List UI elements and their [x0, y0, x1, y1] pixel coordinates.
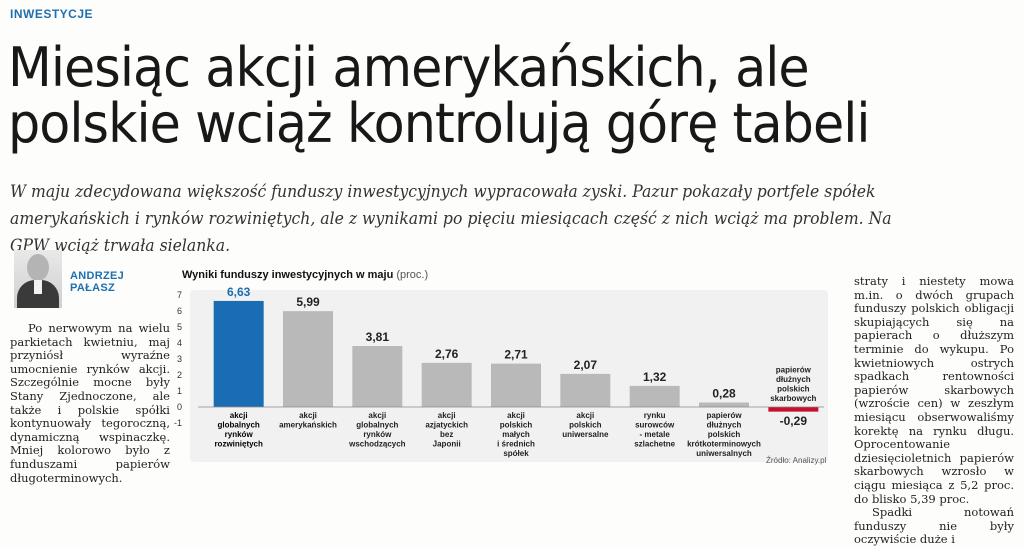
- y-tick-label: 0: [177, 402, 182, 412]
- y-tick-label: -1: [174, 418, 182, 428]
- right-column-paragraph-1: straty i niestety mowa m.in. o dwóch gru…: [854, 274, 1014, 506]
- category-label: papierów dłużnych polskich skarbowych: [770, 366, 816, 404]
- category-label: akcji amerykańskich: [279, 411, 337, 430]
- category-label: akcji azjatyckich bez Japonii: [425, 411, 468, 449]
- chart-unit: (proc.): [396, 269, 429, 281]
- bar: [629, 385, 680, 407]
- bar: [560, 373, 611, 407]
- y-tick-label: 7: [177, 290, 182, 300]
- section-label: INWESTYCJE: [10, 7, 94, 21]
- y-tick-label: 5: [177, 322, 182, 332]
- headline-line-2: polskie wciąż kontrolują górę tabeli: [8, 92, 871, 155]
- headline-line-1: Miesiąc akcji amerykańskich, ale: [8, 36, 810, 99]
- category-label: akcji polskich uniwersalne: [562, 411, 609, 439]
- lead-paragraph: W maju zdecydowana większość funduszy in…: [10, 182, 892, 256]
- bar: [213, 300, 264, 407]
- bar: [699, 402, 749, 407]
- article-column-left: Po nerwowym na wielu parkietach kwietniu…: [10, 321, 170, 485]
- data-label: 2,07: [574, 358, 598, 372]
- bar: [491, 363, 541, 407]
- data-label: 6,63: [227, 285, 251, 299]
- category-label: papierów dłużnych polskich krótkoterminowyc…: [687, 411, 761, 458]
- bar: [421, 362, 472, 407]
- category-label: rynku surowców - metale szlachetne: [634, 411, 675, 449]
- category-label: akcji polskich małych i średnich spółek: [497, 411, 535, 458]
- bar-chart: 0 1 2 3 4 5 6 7 -1 6,63 akcji globalnych rynków rozwi…: [174, 285, 828, 462]
- author-first-name: ANDRZEJ: [70, 270, 125, 282]
- right-column-paragraph-2: Spadki notowań funduszy nie były oczywiś…: [854, 505, 1014, 547]
- y-tick-label: 2: [177, 370, 182, 380]
- headline: Miesiąc akcji amerykańskich, ale polskie…: [8, 40, 957, 152]
- category-label: akcji globalnych rynków rozwiniętych: [214, 411, 263, 449]
- author-photo: [14, 250, 62, 308]
- category-label: akcji globalnych rynków wschodzących: [348, 411, 406, 449]
- bar: [352, 346, 403, 407]
- y-tick-label: 1: [177, 386, 182, 396]
- y-tick-label: 6: [177, 306, 182, 316]
- bar: [283, 311, 333, 407]
- y-tick-label: 3: [177, 354, 182, 364]
- chart-source: Źródło: Analizy.pl: [766, 456, 827, 465]
- data-label: 1,32: [643, 370, 667, 384]
- data-label: 5,99: [296, 295, 320, 309]
- author-byline: ANDRZEJ PAŁASZ: [70, 270, 160, 294]
- data-label: -0,29: [780, 414, 808, 428]
- article-column-right: straty i niestety mowa m.in. o dwóch gru…: [854, 274, 1014, 547]
- author-last-name: PAŁASZ: [70, 282, 115, 294]
- data-label: 0,28: [712, 387, 736, 401]
- chart-title: Wyniki funduszy inwestycyjnych w maju (p…: [182, 269, 428, 281]
- y-tick-label: 4: [177, 338, 182, 348]
- data-label: 3,81: [366, 330, 390, 344]
- chart-title-text: Wyniki funduszy inwestycyjnych w maju: [182, 269, 394, 281]
- data-label: 2,76: [435, 347, 459, 361]
- bar: [768, 407, 819, 412]
- data-label: 2,71: [504, 348, 528, 362]
